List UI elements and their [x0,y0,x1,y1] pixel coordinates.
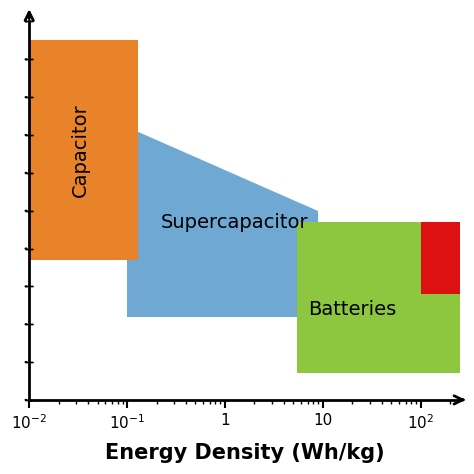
Text: Capacitor: Capacitor [71,103,90,197]
Polygon shape [127,128,319,317]
Polygon shape [29,40,138,260]
Polygon shape [421,222,460,294]
Text: Batteries: Batteries [308,300,396,319]
Text: Supercapacitor: Supercapacitor [161,212,308,231]
X-axis label: Energy Density (Wh/kg): Energy Density (Wh/kg) [105,443,384,463]
Polygon shape [297,222,460,374]
